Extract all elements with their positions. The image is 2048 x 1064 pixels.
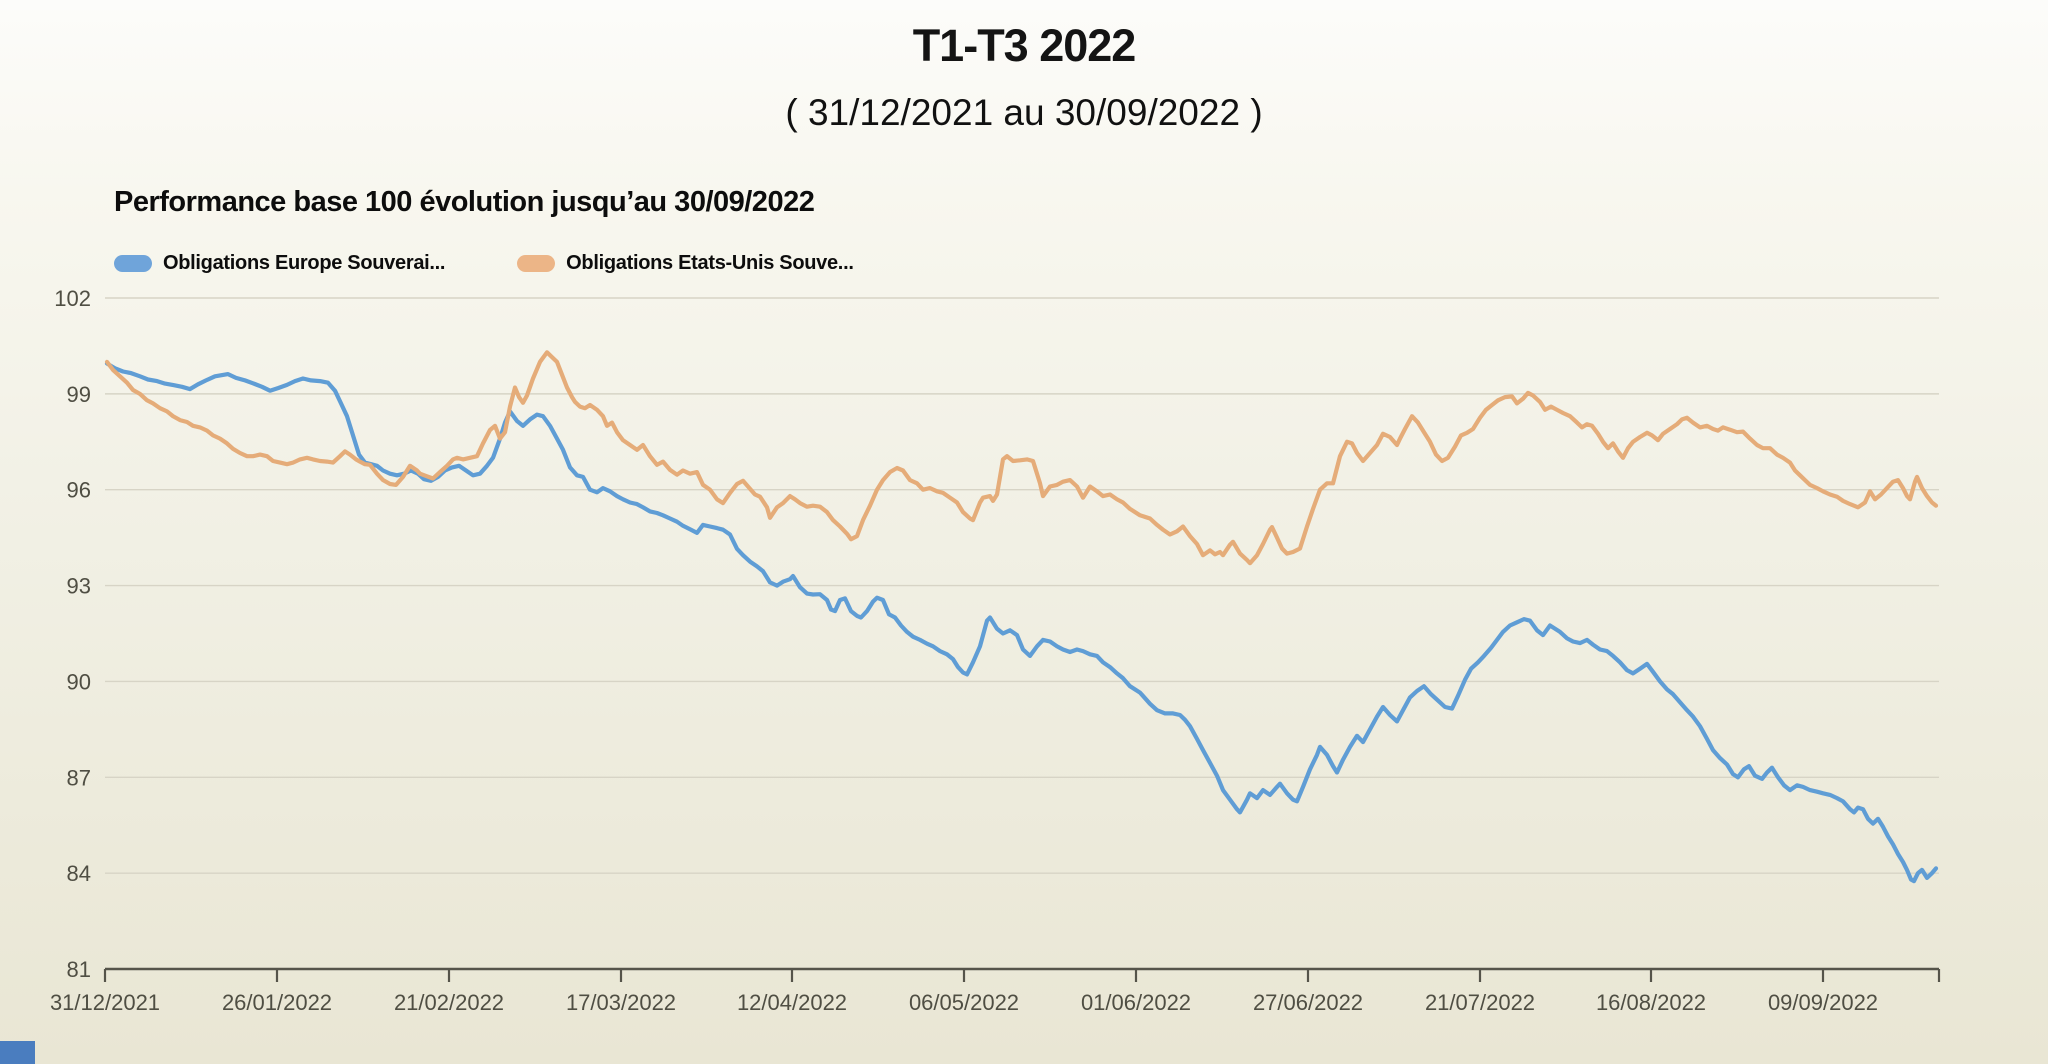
page-title: T1-T3 2022 [912, 20, 1137, 71]
svg-text:06/05/2022: 06/05/2022 [909, 990, 1019, 1015]
chart-legend: Obligations Europe Souverai... Obligatio… [114, 252, 914, 275]
svg-text:102: 102 [54, 286, 91, 311]
svg-text:12/04/2022: 12/04/2022 [737, 990, 847, 1015]
page-subtitle: ( 31/12/2021 au 30/09/2022 ) [785, 92, 1263, 133]
svg-text:21/07/2022: 21/07/2022 [1425, 990, 1535, 1015]
svg-text:17/03/2022: 17/03/2022 [566, 990, 676, 1015]
svg-text:93: 93 [67, 574, 91, 599]
svg-text:96: 96 [67, 478, 91, 503]
legend-item-etats-unis: Obligations Etats-Unis Souve... [517, 252, 854, 275]
svg-text:81: 81 [67, 957, 91, 982]
svg-text:31/12/2021: 31/12/2021 [50, 990, 160, 1015]
svg-text:84: 84 [67, 861, 91, 886]
svg-text:99: 99 [67, 382, 91, 407]
svg-text:09/09/2022: 09/09/2022 [1768, 990, 1878, 1015]
legend-swatch-etats-unis [517, 255, 556, 272]
svg-text:26/01/2022: 26/01/2022 [222, 990, 332, 1015]
svg-text:27/06/2022: 27/06/2022 [1253, 990, 1363, 1015]
y-axis-labels: 102 99 96 93 90 87 84 81 [54, 286, 91, 982]
chart-series [104, 350, 1939, 884]
corner-accent [0, 1041, 35, 1064]
svg-text:21/02/2022: 21/02/2022 [394, 990, 504, 1015]
svg-text:01/06/2022: 01/06/2022 [1081, 990, 1191, 1015]
legend-label-europe: Obligations Europe Souverai... [163, 252, 446, 274]
x-axis: 31/12/2021 26/01/2022 21/02/2022 17/03/2022… [50, 967, 1941, 1015]
legend-label-etats-unis: Obligations Etats-Unis Souve... [566, 252, 854, 274]
legend-item-europe: Obligations Europe Souverai... [114, 252, 445, 275]
svg-text:90: 90 [67, 669, 91, 694]
chart-title: Performance base 100 évolution jusqu’au … [114, 186, 815, 218]
svg-text:87: 87 [67, 765, 91, 790]
legend-swatch-europe [114, 255, 152, 272]
chart-gridlines [105, 297, 1939, 874]
svg-text:16/08/2022: 16/08/2022 [1596, 990, 1706, 1015]
